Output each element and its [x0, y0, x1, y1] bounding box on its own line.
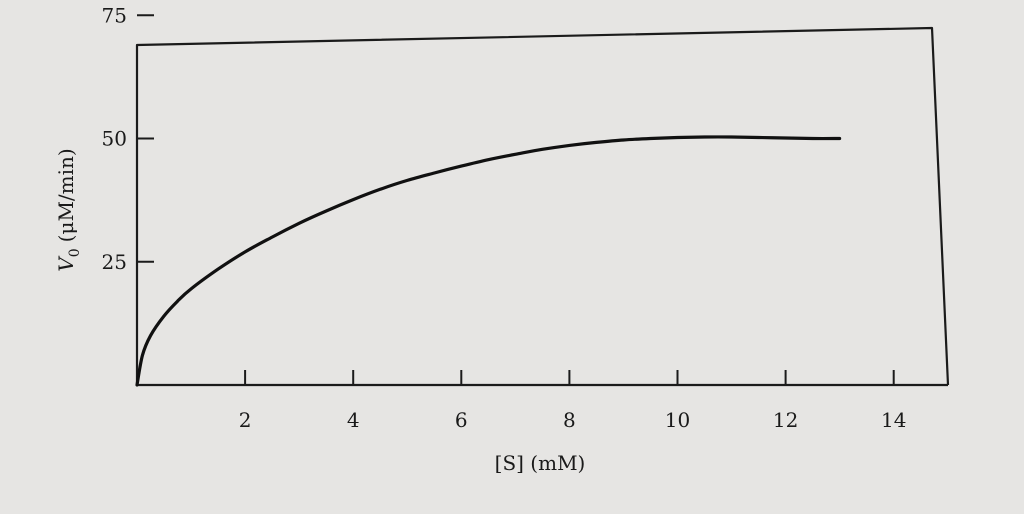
x-tick-label: 6 [455, 408, 468, 432]
y-axis-label-units: (μM/min) [54, 148, 78, 242]
x-tick-label: 12 [773, 408, 798, 432]
y-tick-label: 75 [102, 3, 127, 27]
x-axis-label: [S] (mM) [495, 451, 586, 475]
y-axis-label-symbol: V [54, 255, 78, 272]
y-ticks: 25 50 75 [102, 3, 154, 274]
x-tick-label: 2 [239, 408, 252, 432]
x-tick-label: 14 [881, 408, 906, 432]
velocity-curve [135, 135, 842, 387]
x-tick-label: 4 [347, 408, 360, 432]
x-tick-label: 10 [665, 408, 690, 432]
x-ticks: 2 4 6 8 10 12 14 [239, 370, 906, 432]
y-tick-label: 25 [102, 250, 127, 274]
y-tick-label: 50 [102, 127, 127, 151]
y-axis-label: V0 (μM/min) [54, 148, 83, 271]
x-tick-label: 8 [563, 408, 576, 432]
y-axis-label-subscript: 0 [67, 248, 83, 257]
plot-frame [135, 26, 950, 386]
